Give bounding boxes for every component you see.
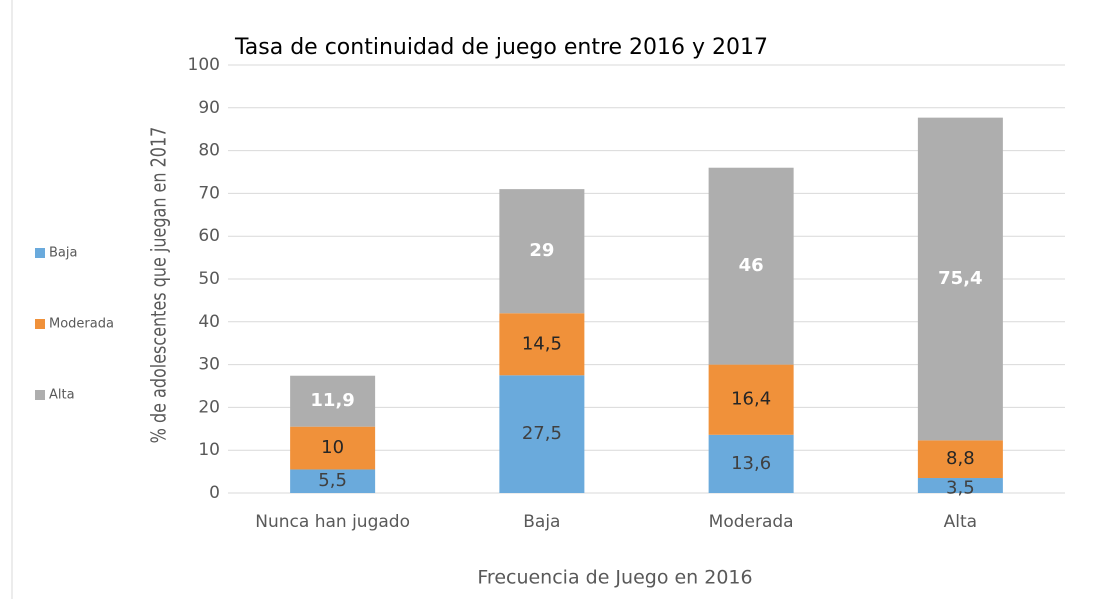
bar-segment [917, 440, 1003, 479]
data-label: 29 [529, 240, 554, 261]
y-tick-label: 20 [198, 397, 220, 417]
bar-segment [708, 167, 794, 365]
y-tick-label: 100 [188, 55, 220, 75]
y-axis-label: % de adolescentes que juegan en 2017 [148, 127, 171, 444]
legend-label: Alta [49, 388, 75, 403]
data-label: 27,5 [522, 423, 562, 444]
y-tick-label: 70 [198, 183, 220, 203]
y-tick-label: 30 [198, 355, 220, 375]
legend-swatch [35, 319, 45, 329]
bar-segment [290, 426, 376, 470]
y-tick-label: 40 [198, 312, 220, 332]
data-label: 8,8 [946, 448, 975, 469]
bar-segment [290, 375, 376, 427]
data-label: 75,4 [938, 268, 982, 289]
x-tick-label: Moderada [709, 512, 794, 532]
data-label: 13,6 [731, 453, 771, 474]
legend-swatch [35, 248, 45, 258]
bar-segment [708, 434, 794, 493]
y-tick-label: 0 [209, 483, 220, 503]
legend-swatch [35, 390, 45, 400]
y-tick-label: 50 [198, 269, 220, 289]
data-label: 5,5 [318, 470, 347, 491]
x-axis-label: Frecuencia de Juego en 2016 [477, 567, 752, 589]
data-label: 46 [739, 255, 764, 276]
y-tick-label: 90 [198, 98, 220, 118]
bar-segment [290, 469, 376, 493]
x-tick-label: Baja [523, 512, 560, 532]
data-label: 16,4 [731, 389, 771, 410]
bar-segment [917, 478, 1003, 493]
y-tick-label: 60 [198, 226, 220, 246]
data-label: 10 [321, 437, 344, 458]
bar-segment [499, 313, 585, 376]
bar-segment [499, 189, 585, 314]
legend-label: Baja [49, 246, 77, 261]
x-tick-label: Alta [944, 512, 977, 532]
bar-segment [499, 375, 585, 493]
x-tick-label: Nunca han jugado [255, 512, 410, 532]
bar-segment [708, 364, 794, 435]
y-tick-label: 10 [198, 440, 220, 460]
data-label: 3,5 [946, 478, 975, 499]
legend-label: Moderada [49, 317, 114, 332]
chart-title: Tasa de continuidad de juego entre 2016 … [234, 35, 768, 60]
bar-segment [917, 117, 1003, 441]
y-tick-label: 80 [198, 141, 220, 161]
data-label: 11,9 [310, 390, 354, 411]
data-label: 14,5 [522, 333, 562, 354]
